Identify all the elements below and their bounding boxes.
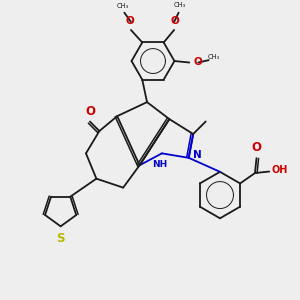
Text: S: S <box>56 232 65 245</box>
Text: CH₃: CH₃ <box>208 53 220 59</box>
Text: O: O <box>125 16 134 26</box>
Text: O: O <box>193 57 202 67</box>
Text: NH: NH <box>152 160 167 169</box>
Text: CH₃: CH₃ <box>174 2 186 8</box>
Text: O: O <box>170 16 179 26</box>
Text: O: O <box>252 141 262 154</box>
Text: O: O <box>85 105 95 118</box>
Text: CH₃: CH₃ <box>116 2 129 8</box>
Text: OH: OH <box>272 165 288 175</box>
Text: N: N <box>193 150 202 161</box>
